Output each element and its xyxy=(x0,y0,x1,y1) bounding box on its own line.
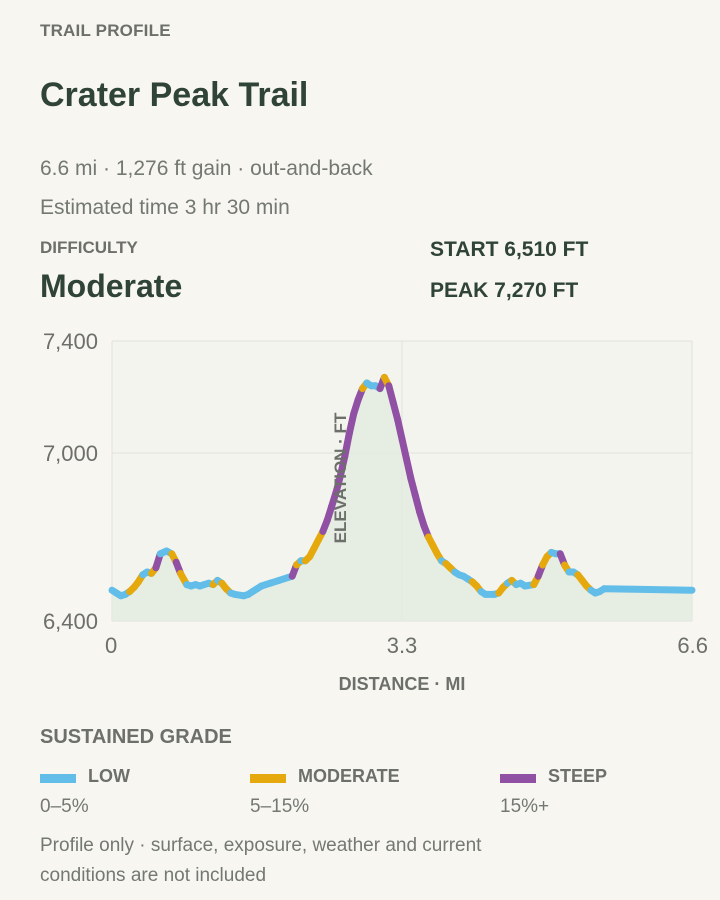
elevation-chart-svg: 6,400 7,000 7,400 0 3.3 6.6 DISTANCE · MI ELE… xyxy=(43,329,708,694)
trail-meta: 6.6 mi · 1,276 ft gain · out-and-back xyxy=(40,157,373,180)
x-tick-label: 6.6 xyxy=(677,633,708,658)
legend-range-moderate: 5–15% xyxy=(250,796,310,817)
profile-segment xyxy=(600,585,696,594)
legend-name-steep: STEEP xyxy=(548,766,608,786)
x-tick-label: 3.3 xyxy=(387,633,418,658)
y-tick-label: 7,000 xyxy=(43,441,98,466)
legend-swatch-low xyxy=(40,774,76,783)
tick-labels: 6,400 7,000 7,400 0 3.3 6.6 xyxy=(43,329,708,658)
start-elevation: START 6,510 FT xyxy=(430,238,589,261)
legend-title: SUSTAINED GRADE xyxy=(40,726,232,748)
y-tick-label: 7,400 xyxy=(43,329,98,354)
difficulty-label: DIFFICULTY xyxy=(40,238,138,257)
eyebrow-label: TRAIL PROFILE xyxy=(40,21,171,40)
elevation-chart: 6,400 7,000 7,400 0 3.3 6.6 DISTANCE · MI ELE… xyxy=(0,320,720,710)
difficulty-value: Moderate xyxy=(40,268,183,304)
x-tick-label: 0 xyxy=(105,633,117,658)
profile-segment xyxy=(341,429,353,460)
legend-swatch-moderate xyxy=(250,774,286,783)
legend-range-low: 0–5% xyxy=(40,796,89,817)
trail-title: Crater Peak Trail xyxy=(40,76,309,114)
elevation-line xyxy=(108,373,696,600)
x-axis-label: DISTANCE · MI xyxy=(339,674,466,694)
legend-swatch-steep xyxy=(500,774,536,783)
y-tick-label: 6,400 xyxy=(43,609,98,634)
y-axis-label: ELEVATION · FT xyxy=(331,412,350,543)
legend-range-steep: 15%+ xyxy=(500,796,550,817)
estimated-time: Estimated time 3 hr 30 min xyxy=(40,196,290,219)
peak-elevation: PEAK 7,270 FT xyxy=(430,279,579,302)
legend-name-low: LOW xyxy=(88,766,130,786)
footnote: Profile only · surface, exposure, weathe… xyxy=(40,835,482,886)
legend-name-moderate: MODERATE xyxy=(298,766,400,786)
